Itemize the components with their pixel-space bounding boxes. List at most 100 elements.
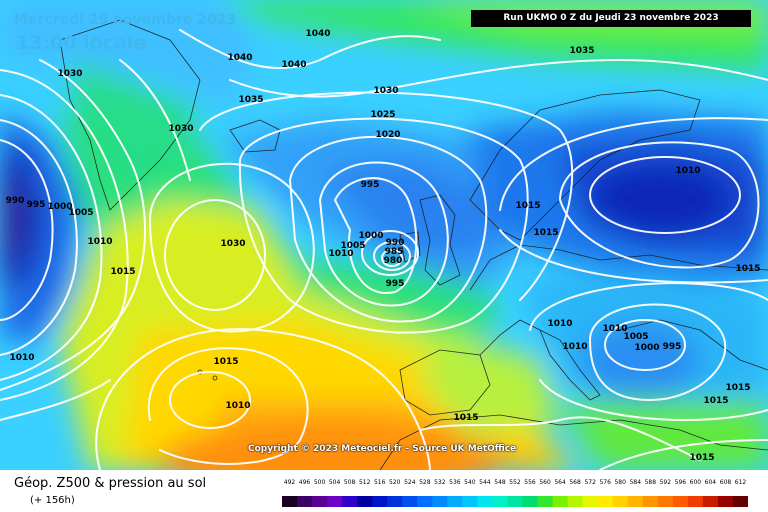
isobar-label: 1010 <box>602 324 627 334</box>
legend-swatch <box>432 496 448 507</box>
legend-swatch <box>597 496 614 507</box>
isobar-label: 1010 <box>328 249 353 259</box>
legend-swatch <box>522 496 538 507</box>
isobar-label: 995 <box>361 180 380 190</box>
isobar-label: 1040 <box>281 60 306 70</box>
isobar-label: 990 <box>386 238 405 248</box>
legend-tick-label: 528 <box>419 479 431 486</box>
forecast-date: Mercredi 29 novembre 2023 <box>14 12 237 28</box>
legend-swatch <box>282 496 298 507</box>
isobar-label: 1000 <box>358 231 383 241</box>
isobar-label: 985 <box>385 247 404 257</box>
isobars <box>0 29 768 470</box>
isobar-label: 1035 <box>569 46 594 56</box>
legend-tick-label: 492 <box>284 479 296 486</box>
legend-tick-label: 576 <box>599 479 611 486</box>
isobar-label: 990 <box>6 196 25 206</box>
legend-tick-label: 552 <box>509 479 521 486</box>
legend-swatch <box>552 496 569 507</box>
legend-swatch <box>402 496 418 507</box>
legend-swatch <box>507 496 523 507</box>
isobar-label: 1005 <box>623 332 648 342</box>
isobar-label: 1030 <box>373 86 398 96</box>
legend-swatch <box>477 496 493 507</box>
legend-tick-label: 520 <box>389 479 401 486</box>
isobar-label: 1000 <box>634 343 659 353</box>
isobar-label: 995 <box>663 342 682 352</box>
legend-swatch <box>657 496 674 507</box>
legend-swatch <box>627 496 644 507</box>
legend-tick-label: 516 <box>374 479 386 486</box>
legend-tick-label: 508 <box>344 479 356 486</box>
geopotential-pressure-map: 1040 1040 1040 1030 1035 1030 1035 1025 1030 1020… <box>0 0 768 470</box>
isobar-label: 1030 <box>220 239 245 249</box>
legend-tick-label: 548 <box>494 479 506 486</box>
legend-tick-label: 612 <box>735 479 747 486</box>
legend-tick-label: 588 <box>645 479 657 486</box>
legend-tick-label: 504 <box>329 479 341 486</box>
isobar-label: 1010 <box>675 166 700 176</box>
legend-swatch <box>312 496 328 507</box>
color-legend: 492 496 500 504 508 512 516 520 524 528 532 536 540 5… <box>282 476 748 508</box>
legend-swatch <box>537 496 553 507</box>
legend-swatch <box>417 496 433 507</box>
isobar-label: 1015 <box>213 357 238 367</box>
legend-swatch <box>297 496 313 507</box>
legend-tick-label: 600 <box>690 479 702 486</box>
lead-time: (+ 156h) <box>30 495 75 506</box>
legend-swatch <box>387 496 403 507</box>
legend-tick-label: 560 <box>539 479 551 486</box>
isobar-label: 980 <box>384 256 403 266</box>
legend-tick-label: 500 <box>314 479 326 486</box>
legend-swatch <box>447 496 463 507</box>
legend-swatch <box>327 496 343 507</box>
isobar-label: 1015 <box>735 264 760 274</box>
legend-swatch <box>702 496 719 507</box>
isobar-label: 1010 <box>87 237 112 247</box>
isobar-label: 1020 <box>375 130 400 140</box>
isobar-label: 1005 <box>340 241 365 251</box>
isobar-label: 1040 <box>305 29 330 39</box>
isobar-label: 1040 <box>227 53 252 63</box>
legend-swatch <box>717 496 734 507</box>
isobar-label: 1015 <box>533 228 558 238</box>
legend-tick-label: 596 <box>675 479 687 486</box>
isobar-label: 1000 <box>47 202 72 212</box>
legend-color-bar <box>282 496 748 507</box>
legend-swatch <box>733 496 748 507</box>
legend-tick-label: 536 <box>449 479 461 486</box>
legend-tick-label: 564 <box>554 479 566 486</box>
legend-swatch <box>567 496 584 507</box>
legend-swatch <box>492 496 508 507</box>
isobar-label: 1015 <box>110 267 135 277</box>
legend-tick-labels: 492 496 500 504 508 512 516 520 524 528 532 536 540 5… <box>284 479 747 486</box>
copyright-notice: Copyright © 2023 Meteociel.fr - Source U… <box>248 444 517 454</box>
isobar-label: 1035 <box>238 95 263 105</box>
isobar-label: 1015 <box>725 383 750 393</box>
legend-swatch <box>372 496 388 507</box>
legend-tick-label: 524 <box>404 479 416 486</box>
legend-swatch <box>462 496 478 507</box>
isobar-label: 1010 <box>9 353 34 363</box>
legend-tick-label: 532 <box>434 479 446 486</box>
product-title: Géop. Z500 & pression au sol <box>14 476 207 491</box>
legend-tick-label: 540 <box>464 479 476 486</box>
isobar-label: 1005 <box>68 208 93 218</box>
isobar-label: 1015 <box>703 396 728 406</box>
legend-swatch <box>642 496 659 507</box>
isobar-label: 1015 <box>689 453 714 463</box>
legend-swatch <box>687 496 704 507</box>
isobar-label: 995 <box>27 200 46 210</box>
legend-swatch <box>612 496 629 507</box>
isobar-label: 1010 <box>562 342 587 352</box>
legend-swatch <box>357 496 373 507</box>
footer-bar: Géop. Z500 & pression au sol (+ 156h) 49… <box>0 470 768 512</box>
legend-tick-label: 568 <box>569 479 581 486</box>
legend-tick-label: 496 <box>299 479 311 486</box>
isobar-label: 1015 <box>515 201 540 211</box>
legend-tick-label: 556 <box>524 479 536 486</box>
legend-tick-label: 592 <box>660 479 672 486</box>
legend-swatch <box>342 496 358 507</box>
legend-tick-label: 544 <box>479 479 491 486</box>
